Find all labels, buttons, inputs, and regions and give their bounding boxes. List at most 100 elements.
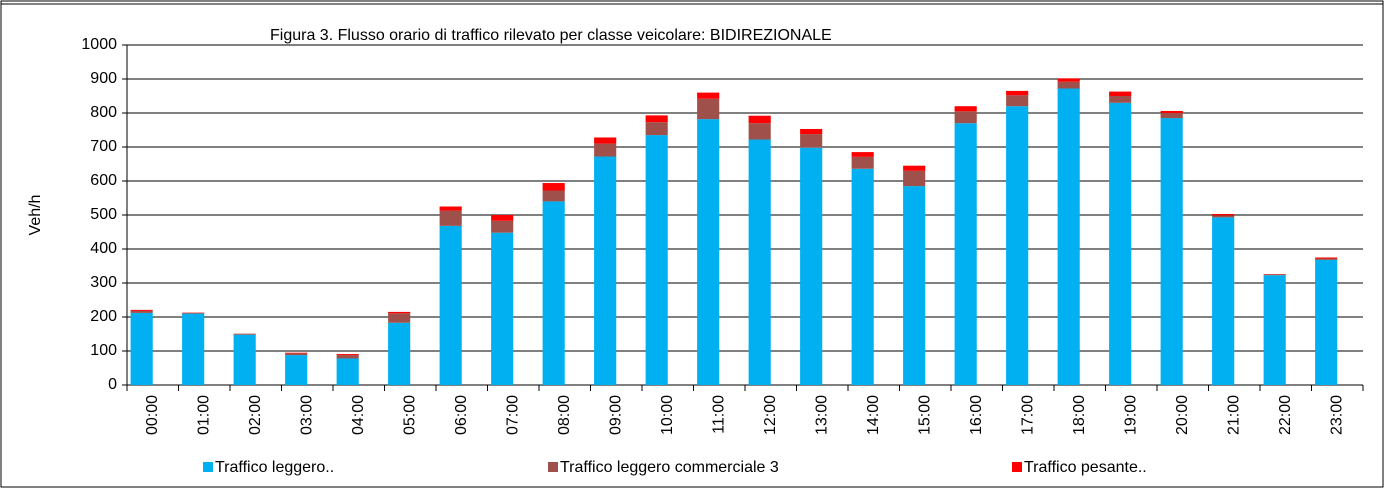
legend-swatch	[1012, 462, 1022, 472]
bar-segment	[1160, 110, 1183, 113]
chart-title: Figura 3. Flusso orario di traffico rile…	[270, 27, 832, 44]
bar-segment	[1006, 90, 1029, 96]
bar-segment	[1315, 259, 1338, 385]
x-tick-label: 21:00	[1225, 395, 1242, 435]
bar-segment	[1160, 113, 1183, 119]
bar-segment	[336, 355, 359, 359]
y-tick-label: 100	[90, 342, 117, 359]
y-axis-label: Veh/h	[27, 195, 44, 236]
bar-segment	[1109, 91, 1132, 96]
legend-label: Traffico leggero commerciale 3	[560, 459, 779, 476]
bar-segment	[182, 312, 205, 314]
bar-segment	[697, 98, 720, 120]
x-tick-label: 17:00	[1019, 395, 1036, 435]
bar-segment	[851, 156, 874, 169]
bar-segment	[1212, 217, 1235, 385]
x-tick-label: 18:00	[1071, 395, 1088, 435]
x-tick-label: 10:00	[659, 395, 676, 435]
y-tick-label: 200	[90, 308, 117, 325]
bar-segment	[542, 183, 565, 191]
x-tick-label: 07:00	[504, 395, 521, 435]
x-tick-label: 04:00	[350, 395, 367, 435]
bar-segment	[800, 128, 823, 135]
y-tick-label: 700	[90, 138, 117, 155]
bar-segment	[130, 309, 153, 311]
bar-segment	[645, 135, 668, 385]
legend-swatch	[548, 462, 558, 472]
bar-segment	[697, 92, 720, 99]
x-tick-label: 23:00	[1328, 395, 1345, 435]
bar-segment	[748, 115, 771, 124]
bar-segment	[1057, 88, 1080, 386]
bar-segment	[954, 123, 977, 385]
bar-segment	[439, 210, 462, 226]
bar-segment	[1315, 258, 1338, 260]
bar-segment	[285, 352, 308, 354]
bar-segment	[130, 312, 153, 385]
bar-segment	[542, 201, 565, 385]
x-tick-label: 09:00	[607, 395, 624, 435]
bar-segment	[388, 311, 411, 314]
bar-segment	[1263, 275, 1286, 385]
bar-segment	[130, 310, 153, 313]
bar-segment	[542, 190, 565, 202]
bar-segment	[594, 137, 617, 144]
bar-segment	[594, 143, 617, 157]
bar-segment	[1006, 95, 1029, 107]
x-tick-label: 16:00	[968, 395, 985, 435]
bar-segment	[594, 156, 617, 385]
y-tick-label: 800	[90, 104, 117, 121]
bar-segment	[1315, 257, 1338, 259]
y-tick-label: 900	[90, 70, 117, 87]
x-tick-label: 00:00	[144, 395, 161, 435]
x-tick-label: 03:00	[298, 395, 315, 435]
bar-segment	[1109, 102, 1132, 386]
bar-segment	[903, 170, 926, 187]
x-tick-label: 12:00	[762, 395, 779, 435]
x-tick-label: 22:00	[1277, 395, 1294, 435]
y-tick-label: 300	[90, 274, 117, 291]
bar-segment	[491, 232, 514, 385]
bar-segment	[903, 165, 926, 171]
x-tick-label: 15:00	[916, 395, 933, 435]
bar-segment	[439, 206, 462, 211]
x-tick-label: 02:00	[247, 395, 264, 435]
bar-segment	[851, 168, 874, 385]
bar-segment	[1057, 78, 1080, 82]
legend-label: Traffico pesante..	[1024, 459, 1147, 476]
y-tick-label: 500	[90, 206, 117, 223]
bar-segment	[1212, 213, 1235, 216]
bar-segment	[748, 123, 771, 140]
x-tick-label: 11:00	[710, 395, 727, 434]
x-tick-label: 05:00	[401, 395, 418, 435]
bar-segment	[1006, 106, 1029, 385]
y-tick-label: 600	[90, 172, 117, 189]
bar-segment	[800, 134, 823, 148]
bar-segment	[439, 225, 462, 385]
y-tick-label: 1000	[81, 36, 117, 53]
legend-swatch	[203, 462, 213, 472]
bar-segment	[1057, 81, 1080, 89]
y-tick-label: 0	[108, 376, 117, 393]
bar-segment	[233, 334, 256, 385]
bar-segment	[851, 152, 874, 157]
bar-segment	[336, 354, 359, 356]
x-tick-label: 14:00	[865, 395, 882, 435]
x-tick-label: 08:00	[556, 395, 573, 435]
bar-segment	[1109, 96, 1132, 103]
bar-segment	[748, 139, 771, 385]
bar-segment	[182, 313, 205, 385]
bar-segment	[388, 313, 411, 323]
bar-segment	[491, 220, 514, 233]
bar-segment	[1263, 274, 1286, 276]
bar-segment	[800, 147, 823, 385]
bar-segment	[645, 115, 668, 123]
bar-segment	[697, 119, 720, 386]
bar-segment	[285, 355, 308, 385]
bar-segment	[491, 215, 514, 221]
bar-segment	[336, 358, 359, 385]
bar-segment	[645, 122, 668, 136]
bar-segment	[233, 333, 256, 335]
